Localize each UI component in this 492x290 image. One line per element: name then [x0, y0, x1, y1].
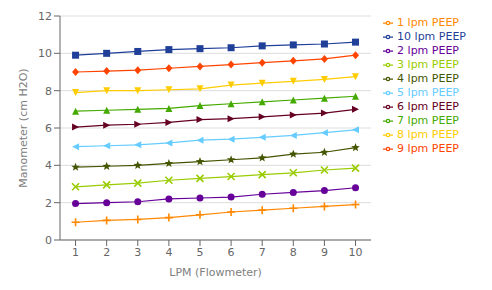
svg-text:7: 7: [259, 246, 266, 259]
svg-text:9: 9: [321, 246, 328, 259]
html-text:9 lpm PEEP: 9 lpm PEEP: [397, 142, 459, 155]
html-text:2 lpm PEEP: 2 lpm PEEP: [397, 44, 459, 57]
svg-text:4: 4: [165, 246, 172, 259]
html-text:1 lpm PEEP: 1 lpm PEEP: [397, 16, 459, 29]
html-text:6 lpm PEEP: 6 lpm PEEP: [397, 100, 459, 113]
svg-text:0: 0: [45, 234, 52, 247]
svg-text:6: 6: [45, 122, 52, 135]
svg-text:2: 2: [45, 197, 52, 210]
svg-text:8: 8: [290, 246, 297, 259]
html-text:5 lpm PEEP: 5 lpm PEEP: [397, 86, 459, 99]
svg-text:Manometer (cm H2O): Manometer (cm H2O): [17, 68, 30, 187]
html-text:7 lpm PEEP: 7 lpm PEEP: [397, 114, 459, 127]
html-text:4 lpm PEEP: 4 lpm PEEP: [397, 72, 459, 85]
svg-text:LPM (Flowmeter): LPM (Flowmeter): [169, 266, 262, 279]
html-text:8 lpm PEEP: 8 lpm PEEP: [397, 128, 459, 141]
svg-text:6: 6: [228, 246, 235, 259]
html-text:10 lpm PEEP: 10 lpm PEEP: [397, 30, 466, 43]
svg-text:5: 5: [196, 246, 203, 259]
svg-text:4: 4: [45, 159, 52, 172]
svg-text:10: 10: [38, 47, 52, 60]
svg-text:3: 3: [134, 246, 141, 259]
svg-text:2: 2: [103, 246, 110, 259]
html-text:3 lpm PEEP: 3 lpm PEEP: [397, 58, 459, 71]
svg-text:1: 1: [72, 246, 79, 259]
svg-text:10: 10: [349, 246, 363, 259]
svg-text:12: 12: [38, 10, 52, 23]
svg-text:8: 8: [45, 85, 52, 98]
